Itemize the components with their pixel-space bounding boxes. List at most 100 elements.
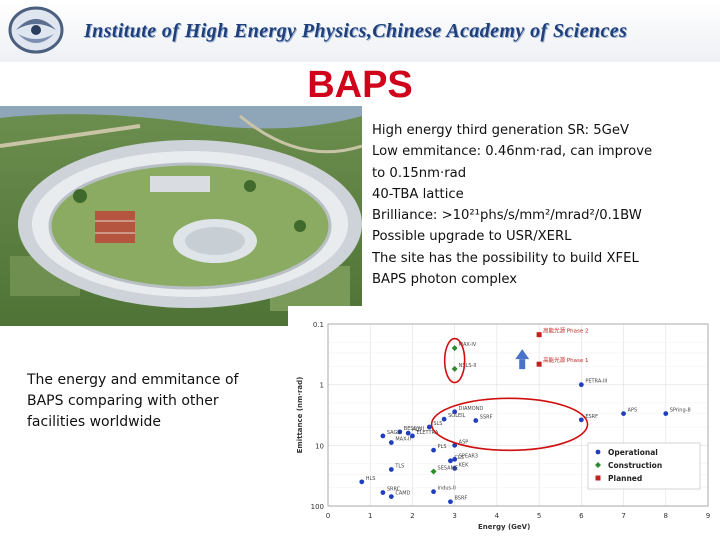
data-label: SPring-8 xyxy=(670,408,691,414)
data-label: SLS xyxy=(433,421,442,427)
data-point xyxy=(663,411,669,417)
data-label: SPEAR3 xyxy=(459,453,478,459)
data-label: 高能光源 Phase 2 xyxy=(543,327,588,335)
legend-marker xyxy=(595,449,601,455)
data-label: PETRA-III xyxy=(585,379,607,385)
data-label: MAX-II xyxy=(395,437,411,443)
data-label: ALS xyxy=(412,427,421,433)
data-label: KEK xyxy=(459,462,469,468)
data-point xyxy=(380,490,386,495)
data-point xyxy=(410,433,415,439)
data-label: ESRF xyxy=(585,414,598,420)
chart-highlights xyxy=(430,337,589,452)
data-label: APS xyxy=(628,408,638,414)
data-label: CAMD xyxy=(395,491,410,497)
data-point xyxy=(380,433,386,439)
data-label: SRRC xyxy=(387,487,401,493)
data-point xyxy=(426,424,432,430)
data-point xyxy=(448,499,453,505)
data-point xyxy=(431,447,436,453)
x-tick-label: 6 xyxy=(579,512,584,520)
data-label: MAX-IV xyxy=(459,342,477,348)
data-point xyxy=(452,456,458,462)
chart-points: 高能光源 Phase 2 高能光源 Phase 1 MAX-IV NSLS-II PET… xyxy=(359,327,691,505)
data-point xyxy=(388,494,394,500)
legend-label: Operational xyxy=(608,448,658,457)
data-point xyxy=(452,442,458,448)
data-point xyxy=(452,409,458,415)
legend-marker xyxy=(595,462,601,468)
y-tick-label: 1 xyxy=(320,382,324,390)
x-tick-label: 7 xyxy=(621,512,625,520)
chart-axes: 0 1 2 3 4 5 6 7 8 9 0.1 1 10 100 Energy (GeV) Emittance… xyxy=(296,321,710,531)
feature-list: High energy third generation SR: 5GeV Lo… xyxy=(372,120,717,290)
legend-marker xyxy=(595,475,601,481)
legend-label: Planned xyxy=(608,474,642,483)
chart-legend: Operational Construction Planned xyxy=(587,442,701,490)
data-label: Indus-II xyxy=(438,486,456,492)
highlight-ellipse-left xyxy=(443,337,466,384)
chart-caption: The energy and emmitance of BAPS compari… xyxy=(27,372,239,430)
data-point xyxy=(388,440,394,445)
data-label: SAGA xyxy=(387,430,401,436)
bullet-upgrade: Possible upgrade to USR/XERL xyxy=(372,229,572,245)
data-label: SSRF xyxy=(480,415,493,421)
data-label: ELETTRA xyxy=(416,430,438,436)
plot-frame xyxy=(327,323,709,507)
data-point xyxy=(397,429,403,435)
data-label: SESAME xyxy=(438,466,459,472)
upgrade-arrow-shaft xyxy=(519,359,526,370)
bullet-lattice: 40-TBA lattice xyxy=(372,186,464,202)
legend-box xyxy=(587,442,701,490)
bullet-emittance-cont: to 0.15nm·rad xyxy=(372,165,467,181)
x-tick-label: 3 xyxy=(452,512,456,520)
logo-icon xyxy=(8,6,64,54)
data-label: 高能光源 Phase 1 xyxy=(543,356,588,364)
data-label: CLS xyxy=(454,455,463,461)
data-label: TLS xyxy=(394,463,404,469)
data-point xyxy=(578,382,584,388)
data-point xyxy=(536,332,542,338)
bullet-site: The site has the possibility to build XF… xyxy=(372,250,639,266)
x-tick-label: 9 xyxy=(706,512,710,520)
y-axis-label: Emittance (nm·rad) xyxy=(296,377,304,454)
x-tick-label: 1 xyxy=(368,512,372,520)
data-point xyxy=(441,416,447,422)
data-label: SOLEIL xyxy=(448,413,466,419)
data-point xyxy=(451,365,458,372)
slide-title: BAPS xyxy=(307,64,413,106)
data-point xyxy=(430,468,437,475)
data-label: NSLS-II xyxy=(459,363,477,369)
x-tick-label: 0 xyxy=(326,512,330,520)
y-tick-label: 0.1 xyxy=(313,321,324,329)
bullet-complex: BAPS photon complex xyxy=(372,272,518,288)
x-axis-label: Energy (GeV) xyxy=(478,523,530,531)
y-tick-label: 10 xyxy=(315,442,324,450)
legend-label: Construction xyxy=(608,461,662,470)
data-label: HLS xyxy=(366,476,376,482)
x-tick-label: 4 xyxy=(495,512,500,520)
data-point xyxy=(448,458,453,464)
data-label: BESSY-II xyxy=(404,426,424,432)
bullet-energy: High energy third generation SR: 5GeV xyxy=(372,123,630,138)
data-point xyxy=(405,430,411,436)
emittance-energy-chart: 0 1 2 3 4 5 6 7 8 9 0.1 1 10 100 Energy (GeV) Emittance… xyxy=(288,306,718,536)
data-point xyxy=(536,361,542,367)
data-point xyxy=(621,411,626,417)
data-point xyxy=(451,345,458,352)
data-label: DIAMOND xyxy=(459,406,484,412)
bullet-emittance: Low emmitance: 0.46nm·rad, can improve xyxy=(372,144,653,160)
data-label: ASP xyxy=(459,439,469,445)
highlight-ellipse-center xyxy=(430,397,589,452)
data-label: PLS xyxy=(438,444,447,450)
header-banner: Institute of High Energy Physics,Chinese… xyxy=(0,0,720,62)
data-point xyxy=(473,418,479,423)
x-tick-label: 2 xyxy=(410,512,414,520)
data-point xyxy=(452,465,458,471)
institute-name: Institute of High Energy Physics,Chinese… xyxy=(84,20,628,42)
data-point xyxy=(359,479,365,485)
y-tick-label: 100 xyxy=(311,503,324,511)
data-point xyxy=(578,417,584,423)
data-point xyxy=(431,489,436,495)
data-label: BSRF xyxy=(454,496,467,502)
